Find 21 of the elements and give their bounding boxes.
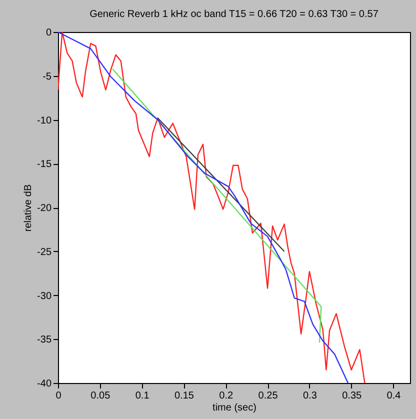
x-tick-label: 0.1 — [135, 390, 150, 402]
chart-title: Generic Reverb 1 kHz oc band T15 = 0.66 T20 = 0.63 T30 = 0.57 — [90, 9, 379, 20]
y-tick-label: -30 — [37, 290, 52, 302]
x-tick-label: 0.15 — [174, 390, 194, 402]
y-tick-label: -5 — [42, 71, 52, 82]
y-tick-label: 0 — [46, 28, 52, 38]
x-tick-label: 0.3 — [302, 390, 318, 402]
x-tick-label: 0.05 — [90, 390, 111, 402]
y-tick-label: -20 — [37, 203, 52, 214]
x-tick-label: 0.25 — [258, 390, 278, 402]
y-tick-label: -35 — [37, 334, 52, 346]
x-axis-title: time (sec) — [212, 402, 256, 414]
y-tick-label: -15 — [37, 159, 52, 170]
x-tick-label: 0.35 — [342, 390, 362, 402]
y-axis-title: relative dB — [23, 184, 34, 232]
x-tick-label: 0 — [56, 390, 62, 402]
x-tick-label: 0.2 — [219, 390, 234, 402]
y-tick-label: -10 — [37, 115, 52, 126]
x-tick-label: 0.4 — [386, 390, 402, 402]
y-tick-label: -40 — [37, 378, 52, 390]
y-tick-label: -25 — [37, 246, 52, 258]
